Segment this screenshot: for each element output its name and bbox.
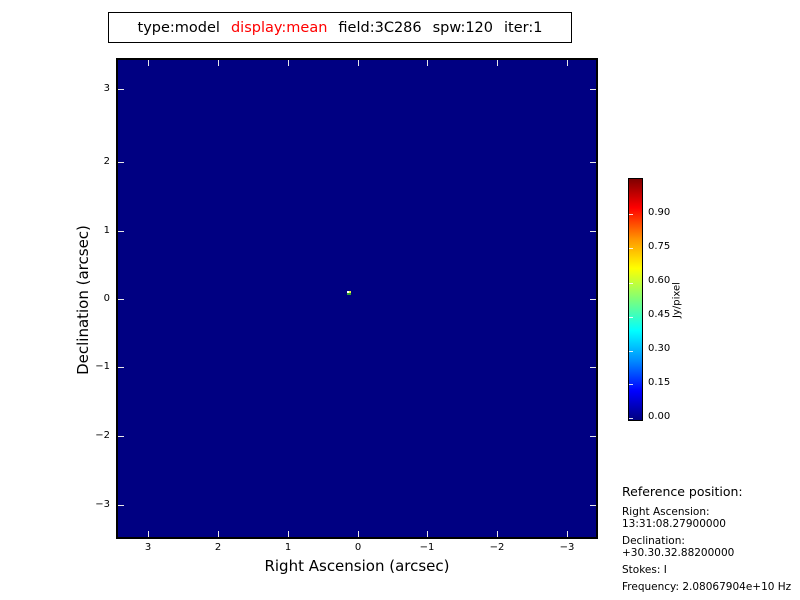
point-source-halo (347, 293, 351, 295)
x-tick-mark (218, 531, 219, 537)
y-tick-label: 1 (103, 225, 110, 236)
colorbar-tick-label: 0.30 (648, 343, 671, 354)
x-tick-mark (218, 60, 219, 66)
x-tick-mark (148, 531, 149, 537)
colorbar-tick-mark (629, 317, 633, 318)
reference-declination: Declination: +30.30.32.88200000 (622, 535, 735, 559)
colorbar-tick-label: 0.75 (648, 241, 671, 252)
reference-position-block: Reference position: Right Ascension: 13:… (622, 484, 800, 598)
point-source (347, 291, 351, 295)
x-tick-label: 2 (214, 542, 222, 553)
x-tick-mark (567, 531, 568, 537)
colorbar-tick-label: 0.15 (648, 377, 671, 388)
title-box: type:model display:mean field:3C286 spw:… (108, 12, 572, 43)
x-tick-label: −3 (559, 542, 575, 553)
reference-heading: Reference position: (622, 484, 743, 499)
title-type: type:model (137, 19, 220, 36)
x-tick-label: 0 (354, 542, 362, 553)
reference-stokes: Stokes: I (622, 564, 667, 576)
y-tick-mark (590, 436, 596, 437)
x-tick-label: 3 (144, 542, 152, 553)
title-iter: iter:1 (504, 19, 543, 36)
x-tick-mark (358, 60, 359, 66)
y-tick-mark (590, 231, 596, 232)
colorbar (628, 178, 643, 421)
colorbar-tick-mark (629, 384, 633, 385)
y-tick-mark (118, 505, 124, 506)
point-source-peak (347, 291, 349, 293)
x-tick-mark (358, 531, 359, 537)
y-tick-mark (118, 367, 124, 368)
point-source-mid (349, 291, 351, 293)
reference-right-ascension: Right Ascension: 13:31:08.27900000 (622, 506, 726, 530)
x-axis-label: Right Ascension (arcsec) (264, 557, 450, 575)
y-tick-label: −1 (95, 361, 110, 372)
x-tick-mark (567, 60, 568, 66)
x-tick-label: −1 (419, 542, 435, 553)
y-tick-mark (118, 299, 124, 300)
y-tick-mark (590, 367, 596, 368)
title-field: field:3C286 (338, 19, 422, 36)
x-tick-mark (427, 531, 428, 537)
y-tick-mark (118, 162, 124, 163)
title-display: display:mean (230, 19, 328, 36)
y-tick-mark (118, 436, 124, 437)
plot-area (116, 58, 598, 539)
x-tick-mark (497, 531, 498, 537)
y-tick-label: 0 (103, 293, 110, 304)
colorbar-tick-mark (629, 214, 633, 215)
y-tick-mark (118, 231, 124, 232)
colorbar-tick-label: 0.90 (648, 207, 671, 218)
x-tick-mark (148, 60, 149, 66)
y-tick-mark (118, 89, 124, 90)
reference-frequency: Frequency: 2.08067904e+10 Hz (622, 581, 792, 593)
y-tick-mark (590, 162, 596, 163)
x-tick-label: 1 (284, 542, 292, 553)
colorbar-tick-mark (629, 283, 633, 284)
colorbar-tick-mark (629, 418, 633, 419)
y-tick-label: 3 (103, 83, 110, 94)
colorbar-unit-label: Jy/pixel (671, 282, 683, 318)
y-tick-label: 2 (103, 156, 110, 167)
colorbar-tick-mark (629, 351, 633, 352)
y-tick-mark (590, 89, 596, 90)
x-tick-mark (427, 60, 428, 66)
x-tick-mark (288, 531, 289, 537)
y-tick-mark (590, 299, 596, 300)
y-tick-label: −3 (95, 499, 110, 510)
x-tick-mark (288, 60, 289, 66)
title-spw: spw:120 (432, 19, 494, 36)
colorbar-tick-label: 0.60 (648, 275, 671, 286)
y-tick-mark (590, 505, 596, 506)
y-tick-label: −2 (95, 430, 110, 441)
colorbar-tick-label: 0.00 (648, 411, 671, 422)
colorbar-tick-label: 0.45 (648, 309, 671, 320)
x-tick-mark (497, 60, 498, 66)
colorbar-tick-mark (629, 248, 633, 249)
x-tick-label: −2 (489, 542, 505, 553)
